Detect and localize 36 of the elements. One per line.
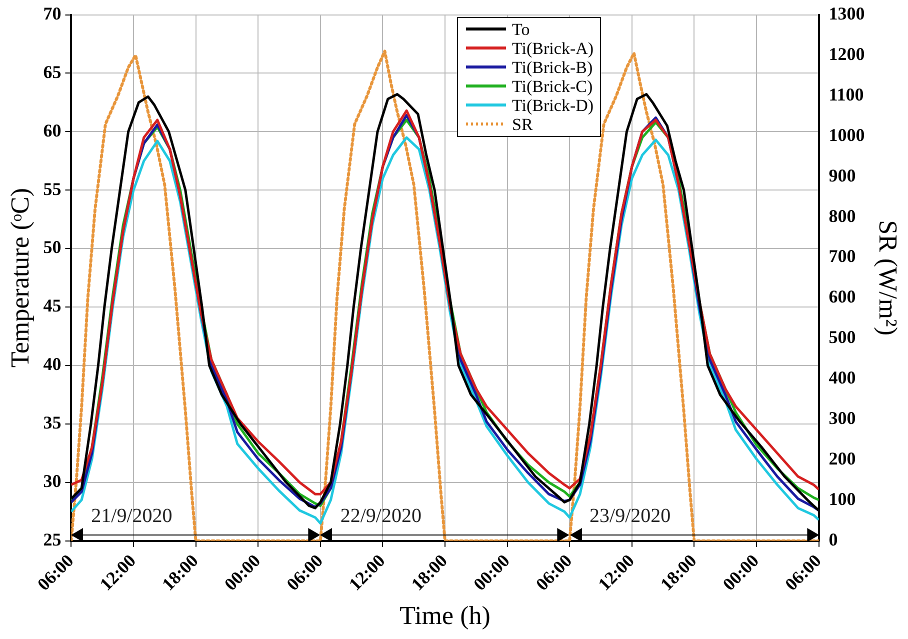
y-tick-label: 45 — [43, 296, 62, 316]
legend-label: Ti(Brick-C) — [512, 76, 593, 96]
y2-tick-label: 500 — [828, 327, 856, 348]
y-tick-label: 40 — [43, 354, 62, 374]
y2-tick-label: 200 — [828, 448, 856, 469]
y2-tick-label: 900 — [828, 165, 856, 186]
annotation: 21/9/2020 — [91, 505, 172, 528]
y-tick-label: 70 — [43, 3, 62, 24]
y2-tick-label: 400 — [828, 368, 856, 388]
y2-tick-label: 100 — [828, 489, 856, 510]
y2-tick-label: 1100 — [828, 84, 864, 104]
y-tick-label: 60 — [43, 120, 62, 140]
y-tick-label: 50 — [43, 237, 62, 258]
legend-label: Ti(Brick-A) — [512, 38, 594, 58]
y2-tick-label: 700 — [828, 246, 856, 266]
y-tick-label: 30 — [43, 471, 62, 492]
annotation: 23/9/2020 — [590, 505, 671, 528]
y2-tick-label: 300 — [828, 408, 856, 428]
y2-tick-label: 800 — [828, 206, 856, 226]
legend-label: Ti(Brick-D) — [512, 96, 594, 115]
y2-axis-title: SR (W/m²) — [874, 220, 903, 336]
y2-tick-label: 0 — [828, 529, 838, 550]
y-tick-label: 55 — [43, 178, 62, 199]
x-axis-title: Time (h) — [400, 601, 490, 630]
legend-label: SR — [512, 114, 533, 134]
y2-tick-label: 1300 — [828, 3, 865, 24]
y-tick-label: 35 — [43, 412, 62, 433]
legend-label: Ti(Brick-B) — [512, 58, 593, 77]
y2-tick-label: 1000 — [828, 124, 865, 145]
y2-tick-label: 1200 — [828, 44, 865, 64]
y-tick-label: 25 — [43, 529, 62, 550]
y-axis-title: Temperature (ᵒC) — [5, 188, 34, 368]
legend-label: To — [512, 20, 530, 39]
annotation: 22/9/2020 — [340, 505, 422, 528]
y-tick-label: 65 — [43, 62, 62, 82]
y2-tick-label: 600 — [828, 286, 856, 307]
